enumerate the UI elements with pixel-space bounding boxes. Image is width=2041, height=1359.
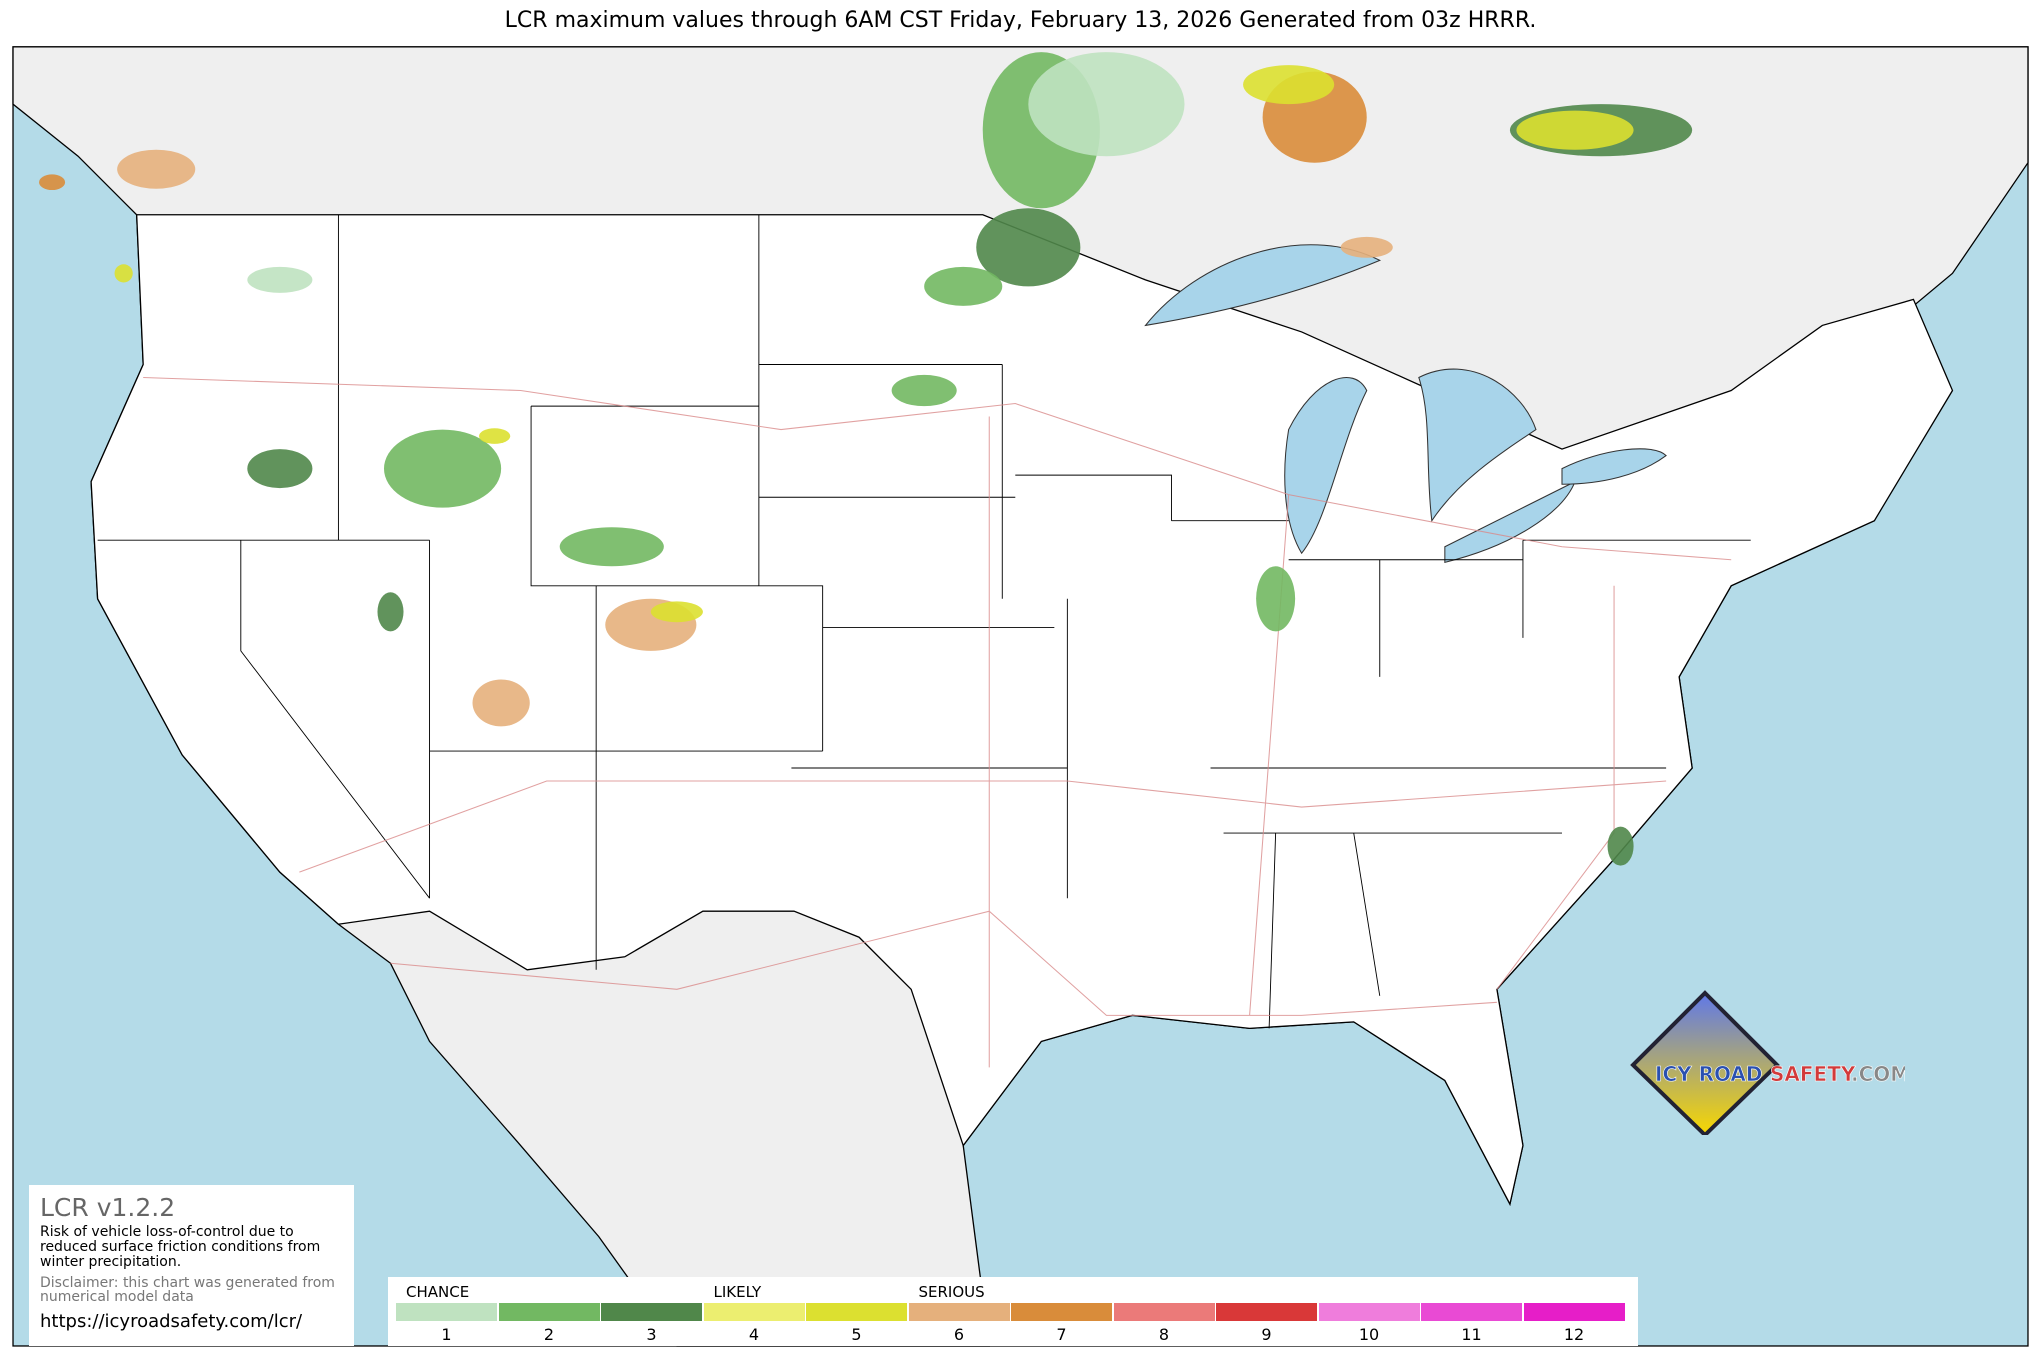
legend-swatch-6: [908, 1303, 1010, 1321]
legend-level-label: 5: [851, 1325, 862, 1344]
legend-level-label: 8: [1158, 1325, 1170, 1344]
disclaimer: Disclaimer: this chart was generated fro…: [40, 1275, 335, 1305]
legend: 1 2 3 4 5 6 7 8 9 10 11 12 CHANCE LIKELY SERIOUS: [388, 1277, 1638, 1346]
risk-area-level-6: [472, 679, 530, 727]
lcr-risk-areas: [39, 52, 1693, 866]
legend-level-label: 2: [543, 1325, 555, 1344]
risk-area-level-2: [924, 266, 1003, 306]
legend-level-label: 11: [1461, 1325, 1482, 1344]
map-title: LCR maximum values through 6AM CST Frida…: [504, 8, 1537, 33]
risk-area-level-2: [1256, 566, 1296, 632]
legend-swatch-12: [1523, 1303, 1625, 1321]
risk-area-level-1: [247, 266, 313, 293]
risk-area-level-1: [1028, 52, 1185, 157]
legend-category-chance: CHANCE: [406, 1283, 470, 1301]
legend-swatch-10: [1318, 1303, 1420, 1321]
logo-text-3: .COM: [1851, 1062, 1905, 1086]
state-borders: [97, 214, 1751, 1029]
logo-text-1: ICY ROAD: [1655, 1062, 1763, 1086]
legend-level-label: 7: [1056, 1325, 1067, 1344]
legend-swatch-5: [806, 1303, 907, 1321]
legend-swatch-3: [601, 1303, 702, 1321]
risk-area-level-5: [479, 428, 511, 444]
legend-level-label: 3: [646, 1325, 657, 1344]
risk-area-level-6: [1340, 236, 1393, 258]
legend-category-likely: LIKELY: [713, 1283, 762, 1301]
risk-area-level-2: [383, 429, 502, 508]
risk-area-level-6: [117, 149, 196, 189]
logo-text-2: SAFETY: [1770, 1062, 1856, 1086]
legend-swatch-7: [1011, 1303, 1112, 1321]
risk-area-level-2: [559, 527, 664, 567]
legend-swatch-8: [1113, 1303, 1215, 1321]
risk-area-level-5: [650, 601, 703, 623]
description: Risk of vehicle loss-of-control due to r…: [40, 1224, 321, 1270]
risk-area-level-2: [891, 374, 957, 407]
legend-swatch-1: [396, 1303, 497, 1321]
risk-area-level-7: [39, 174, 66, 191]
risk-area-level-5: [1243, 65, 1335, 105]
legend-level-label: 6: [953, 1325, 965, 1344]
legend-swatch-9: [1216, 1303, 1317, 1321]
legend-swatch-2: [498, 1303, 600, 1321]
risk-area-level-3: [1607, 826, 1634, 866]
legend-level-label: 1: [441, 1325, 452, 1344]
great-lakes: [1144, 244, 1667, 564]
highways: [143, 376, 1732, 1068]
risk-area-level-3: [247, 449, 313, 489]
legend-level-label: 9: [1261, 1325, 1272, 1344]
risk-area-level-5: [1516, 110, 1634, 150]
icyroadsafety-logo: ICY ROAD SAFETY .COM: [1605, 985, 1910, 1138]
info-box: LCR v1.2.2 Risk of vehicle loss-of-contr…: [29, 1185, 354, 1346]
risk-area-level-3: [976, 208, 1081, 287]
legend-level-label: 10: [1358, 1325, 1380, 1344]
risk-area-level-3: [377, 592, 404, 632]
legend-swatch-11: [1421, 1303, 1522, 1321]
risk-area-level-5: [114, 264, 133, 283]
legend-swatch-4: [703, 1303, 805, 1321]
lcr-link[interactable]: https://icyroadsafety.com/lcr/: [40, 1311, 303, 1332]
version-label: LCR v1.2.2: [40, 1193, 176, 1222]
legend-level-label: 12: [1563, 1325, 1585, 1344]
legend-level-label: 4: [748, 1325, 760, 1344]
legend-category-serious: SERIOUS: [918, 1283, 985, 1301]
